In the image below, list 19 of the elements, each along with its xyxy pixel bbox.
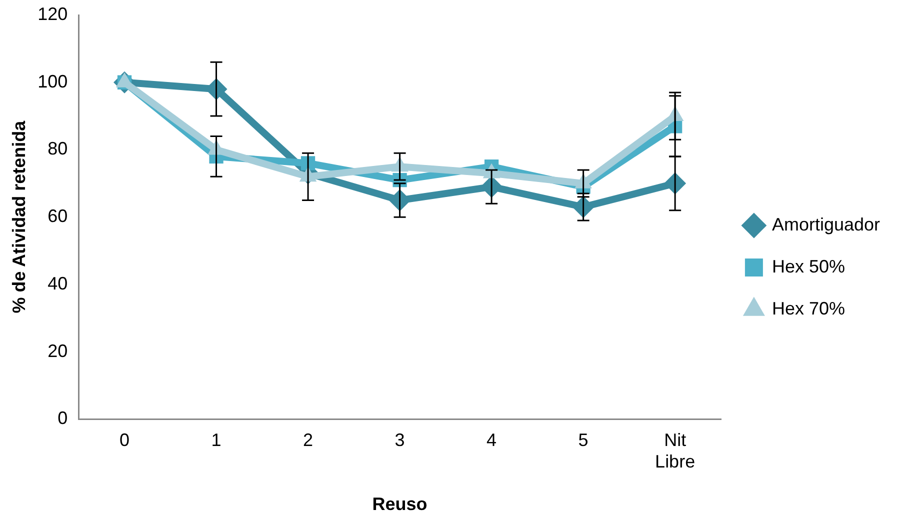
x-tick-label: 0 xyxy=(120,430,130,450)
y-tick-label: 40 xyxy=(48,273,68,294)
y-tick-label: 60 xyxy=(48,206,68,226)
x-tick-label: Nit Libre xyxy=(655,430,696,472)
y-tick-label: 100 xyxy=(38,71,68,92)
x-tick-label: 2 xyxy=(303,430,314,450)
x-axis-title: Reuso xyxy=(372,494,428,514)
y-tick-label: 80 xyxy=(48,138,68,159)
legend-label: Amortiguador xyxy=(772,214,880,234)
y-axis-title: % de Atividad retenida xyxy=(8,120,29,314)
y-tick-label: 20 xyxy=(48,340,68,361)
x-tick-label: 5 xyxy=(578,430,588,450)
legend-label: Hex 50% xyxy=(772,256,845,276)
legend-label: Hex 70% xyxy=(772,298,845,318)
x-tick-label: 4 xyxy=(486,430,497,450)
y-tick-label: 0 xyxy=(58,408,68,428)
x-tick-label: 1 xyxy=(211,430,222,450)
y-tick-label: 120 xyxy=(38,4,68,24)
x-tick-label: 3 xyxy=(394,430,405,450)
